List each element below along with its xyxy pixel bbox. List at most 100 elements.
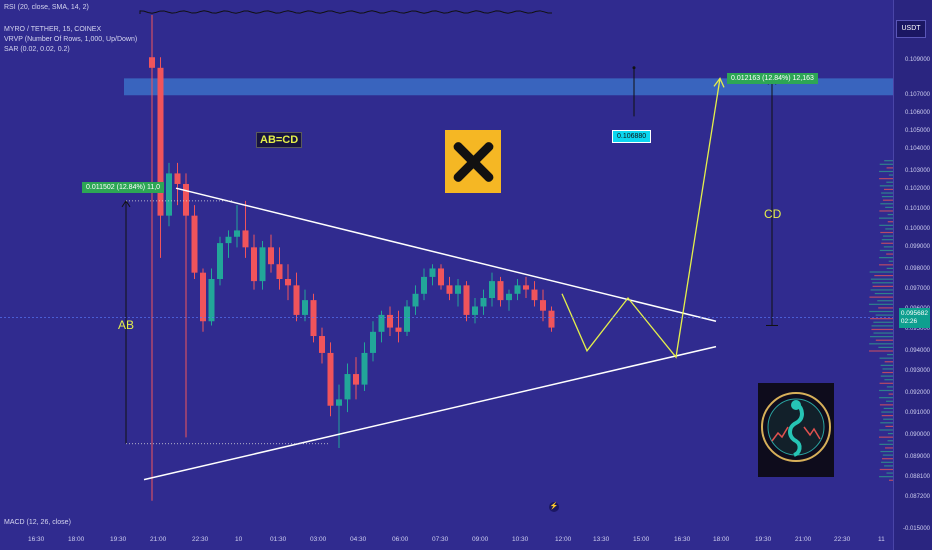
target-price-badge: 0.106880 [612, 130, 652, 143]
candle-body [319, 336, 325, 353]
candle-body [472, 306, 478, 315]
cobra-vanguard-logo-icon [758, 383, 834, 477]
time-tick-label: 22:30 [834, 536, 851, 543]
volume-profile-bar [879, 389, 893, 392]
price-tick-label: 0.100000 [904, 226, 930, 232]
candle-body [217, 243, 223, 280]
time-tick-label: 03:00 [310, 536, 327, 543]
price-tick-label: 0.095000 [904, 326, 930, 332]
candle-body [395, 327, 402, 332]
volume-profile-bar [879, 476, 893, 478]
candle-body [506, 293, 512, 301]
volume-profile-bar [869, 296, 893, 298]
volume-profile-bar [880, 422, 893, 424]
macd-indicator-label: MACD (12, 26, close) [4, 519, 71, 526]
time-tick-label: 15:00 [633, 536, 650, 543]
volume-profile-bar [875, 314, 893, 316]
candle-body [421, 276, 427, 294]
time-tick-label: 01:30 [270, 536, 287, 543]
volume-profile-bar [881, 192, 893, 194]
time-tick-label: 16:30 [674, 536, 691, 543]
volume-profile-bar [870, 336, 893, 338]
price-tick-label: 0.107000 [904, 92, 930, 98]
volume-profile-bar [886, 167, 893, 169]
volume-profile-bar [879, 264, 893, 266]
volume-profile-bar [869, 343, 893, 345]
candle-body [480, 298, 487, 307]
flash-icon[interactable]: ⚡ [549, 502, 559, 512]
candle-body [540, 300, 546, 311]
candle-body [404, 306, 410, 332]
candle-body [242, 230, 249, 248]
candle-body [310, 300, 317, 337]
candle-body [446, 285, 453, 294]
price-tick-label: 0.094000 [904, 348, 930, 354]
time-tick-label: 21:00 [795, 536, 812, 543]
volume-profile-bar [879, 404, 893, 406]
volume-profile-bar [879, 436, 893, 438]
vrvp-indicator-label: VRVP (Number Of Rows, 1,000, Up/Down) [4, 36, 138, 43]
price-tick-label: 0.091000 [904, 410, 930, 416]
volume-profile-bar [883, 407, 893, 410]
volume-profile-bar [879, 357, 893, 359]
price-tick-label: 0.087200 [904, 494, 930, 500]
volume-profile-bar [879, 429, 893, 431]
currency-button[interactable]: USDT [896, 20, 926, 38]
volume-profile-bar [886, 386, 893, 388]
volume-profile-bar [881, 242, 893, 244]
price-tick-label: 0.093000 [904, 368, 930, 374]
time-tick-label: 13:30 [593, 536, 610, 543]
candle-body [336, 399, 342, 406]
time-tick-label: 12:00 [555, 536, 572, 543]
volume-profile-bar [881, 415, 893, 417]
time-tick-label: 09:00 [472, 536, 489, 543]
volume-profile-bar [885, 228, 893, 230]
volume-profile-bar [882, 368, 893, 370]
price-tick-label: -0.015000 [902, 526, 930, 532]
volume-profile-bar [880, 203, 893, 205]
volume-profile-bar [879, 443, 893, 445]
candle-body [387, 314, 393, 328]
volume-profile-bar [881, 196, 893, 198]
time-tick-label: 06:00 [392, 536, 409, 543]
volume-profile-bar [873, 332, 893, 334]
volume-profile-bar [882, 199, 893, 201]
volume-profile-bar [885, 206, 893, 208]
volume-profile-bar [884, 160, 893, 162]
price-tick-label: 0.103000 [904, 168, 930, 174]
volume-profile-bar [880, 231, 893, 234]
volume-profile-bar [888, 393, 893, 395]
volume-profile-bar [879, 397, 893, 399]
volume-profile-bar [874, 274, 893, 277]
price-tick-label: 0.105000 [904, 128, 930, 134]
volume-profile-bar [886, 181, 893, 183]
volume-profile-bar [879, 170, 893, 173]
volume-profile-bar [886, 472, 893, 474]
volume-profile-bar [879, 163, 893, 165]
candle-body [225, 236, 232, 244]
price-tick-label: 0.099000 [904, 244, 930, 250]
volume-profile-bar [877, 300, 893, 302]
volume-profile-bar [879, 217, 893, 219]
rsi-indicator-label: RSI (20, close, SMA, 14, 2) [4, 4, 89, 11]
last-price-value: 0.095682 [900, 310, 928, 317]
volume-profile-bar [887, 221, 893, 223]
price-tick-label: 0.109000 [904, 57, 930, 63]
volume-profile-bar [871, 328, 893, 331]
volume-profile-bar [879, 185, 893, 187]
volume-profile-bar [879, 382, 893, 384]
volume-profile-bar [878, 307, 893, 309]
candle-body [191, 215, 198, 273]
candle-body [293, 285, 300, 315]
volume-profile-bar [872, 282, 893, 284]
candle-body [183, 183, 189, 216]
volume-profile-bar [879, 468, 893, 471]
time-tick-label: 10:30 [512, 536, 529, 543]
volume-profile-bar [882, 371, 893, 374]
volume-profile-bar [879, 249, 893, 252]
candle-body [276, 264, 283, 280]
sar-indicator-label: SAR (0.02, 0.02, 0.2) [4, 46, 70, 53]
price-axis[interactable] [893, 0, 932, 550]
